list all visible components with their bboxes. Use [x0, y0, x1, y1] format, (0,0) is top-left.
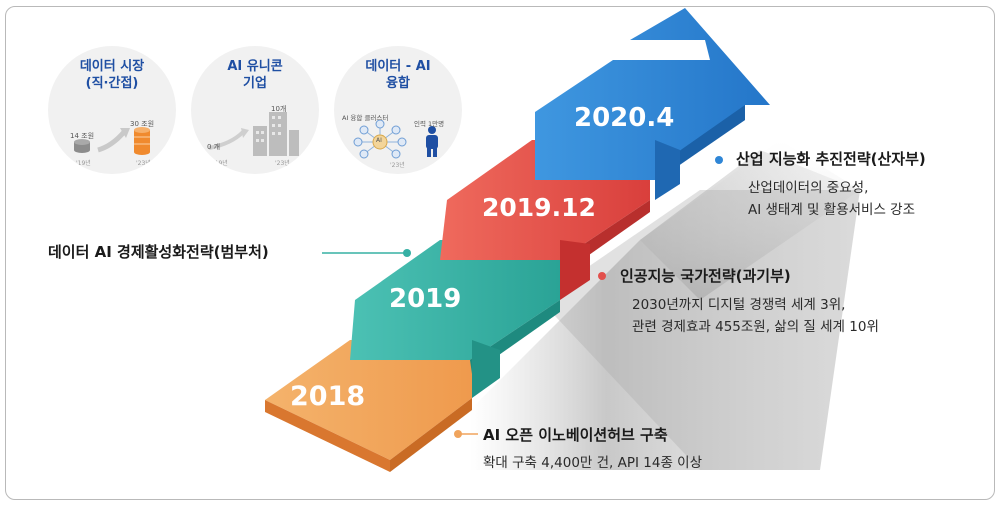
right-year: '23년	[390, 162, 405, 169]
left-year: '19년	[213, 160, 228, 167]
network-cluster-icon	[353, 119, 438, 159]
strategy-title-data-ai: 데이터 AI 경제활성화전략(범부처)	[48, 243, 269, 261]
step-2018	[265, 340, 472, 472]
strategy-desc-hub: 확대 구축 4,400만 건, API 14종 이상	[483, 455, 703, 471]
circle-ai-unicorn: AI 유니콘 기업 0 개 10개 '19년 '23년	[191, 46, 319, 174]
strategy-desc-industry-2: AI 생태계 및 활용서비스 강조	[748, 202, 916, 218]
step-2019	[350, 240, 560, 398]
step-year-2018: 2018	[290, 381, 366, 412]
strategy-title-hub: AI 오픈 이노베이션허브 구축	[483, 426, 668, 444]
step-year-2019-12: 2019.12	[482, 193, 596, 222]
strategy-title-national: 인공지능 국가전략(과기부)	[620, 267, 791, 285]
circle-title: AI 유니콘 기업	[227, 59, 283, 91]
person-icon	[426, 126, 438, 157]
right-year: '23년	[136, 160, 151, 167]
coin-stack-icon	[74, 127, 150, 155]
hub-label: AI	[376, 137, 382, 144]
left-value: 14 조원	[70, 132, 95, 140]
connector-lines	[322, 156, 723, 438]
left-value: 0 개	[207, 143, 221, 151]
circle-title: 데이터 시장 (직·간접)	[79, 59, 145, 91]
right-value: 30 조원	[130, 120, 155, 128]
right-year: '23년	[275, 160, 290, 167]
circle-title: 데이터 - AI 융합	[365, 59, 431, 91]
strategy-desc-industry-1: 산업데이터의 중요성,	[748, 180, 869, 196]
circle-data-ai-fusion: 데이터 - AI 융합 AI AI 융합 클러스터 인력	[334, 46, 462, 174]
step-year-2020-4: 2020.4	[574, 103, 675, 133]
strategy-desc-national-2: 관련 경제효과 455조원, 삶의 질 세계 10위	[632, 319, 879, 335]
right-value: 인력 1만명	[414, 120, 445, 128]
strategy-desc-national-1: 2030년까지 디지털 경쟁력 세계 3위,	[632, 297, 846, 313]
right-value: 10개	[271, 105, 287, 113]
building-icon	[208, 112, 299, 156]
left-year: '19년	[76, 160, 91, 167]
strategy-title-industry: 산업 지능화 추진전략(산자부)	[736, 150, 926, 168]
step-year-2019: 2019	[389, 284, 462, 314]
circle-data-market: 데이터 시장 (직·간접) 14 조원 30 조원 '19년 '23년	[48, 46, 176, 174]
step-2020-4-arrow	[535, 8, 770, 200]
left-value: AI 융합 클러스터	[342, 114, 389, 122]
stair-shadow	[470, 140, 860, 470]
